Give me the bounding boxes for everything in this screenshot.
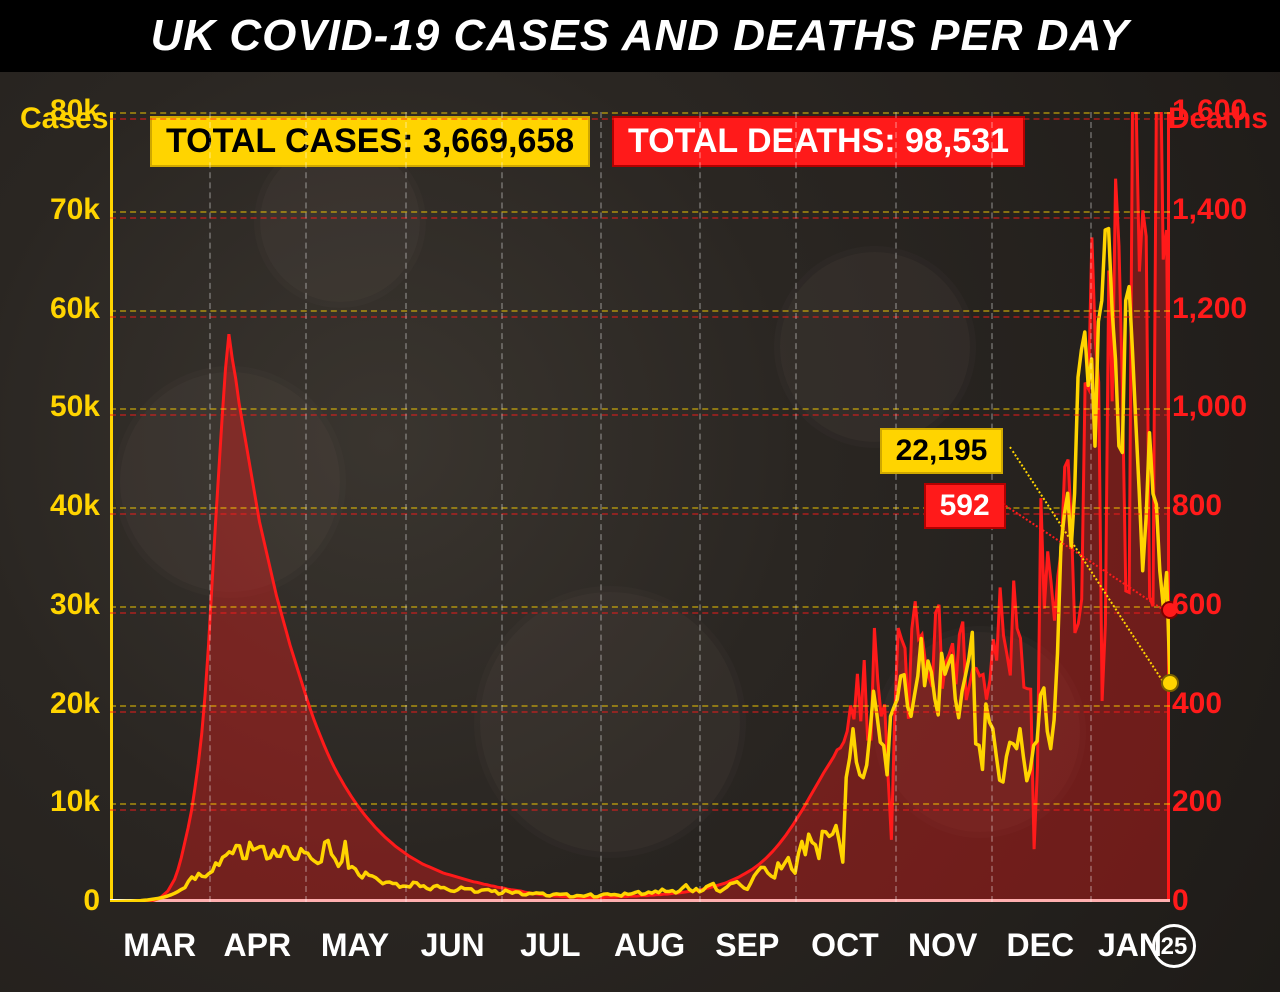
gridline-vertical: [699, 112, 701, 902]
x-tick-label: MAR: [123, 927, 196, 964]
y-tick-left: 30k: [10, 588, 100, 622]
x-tick-label: JAN: [1098, 927, 1162, 964]
gridline-horizontal: [110, 310, 1170, 312]
gridline-horizontal: [110, 513, 1170, 515]
x-tick-label: AUG: [614, 927, 685, 964]
gridline-horizontal: [110, 606, 1170, 608]
gridline-horizontal: [110, 316, 1170, 318]
y-tick-left: 40k: [10, 489, 100, 523]
gridline-horizontal: [110, 414, 1170, 416]
gridline-vertical: [405, 112, 407, 902]
y-tick-right: 1,600: [1172, 94, 1272, 128]
y-tick-left: 20k: [10, 687, 100, 721]
gridline-horizontal: [110, 408, 1170, 410]
y-tick-right: 0: [1172, 884, 1272, 918]
gridline-horizontal: [110, 112, 1170, 114]
y-tick-right: 800: [1172, 489, 1272, 523]
callout-deaths-latest: 592: [924, 483, 1006, 529]
y-tick-left: 0: [10, 884, 100, 918]
y-tick-left: 60k: [10, 292, 100, 326]
gridline-vertical: [501, 112, 503, 902]
gridline-horizontal: [110, 803, 1170, 805]
gridline-vertical: [209, 112, 211, 902]
x-tick-label: JUN: [421, 927, 485, 964]
gridline-horizontal: [110, 809, 1170, 811]
y-tick-right: 1,200: [1172, 292, 1272, 326]
x-tick-label: DEC: [1007, 927, 1075, 964]
y-tick-right: 600: [1172, 588, 1272, 622]
chart-area: Cases Deaths TOTAL CASES: 3,669,658 TOTA…: [0, 72, 1280, 992]
y-tick-right: 400: [1172, 687, 1272, 721]
y-tick-left: 70k: [10, 193, 100, 227]
x-tick-label: SEP: [715, 927, 779, 964]
gridline-horizontal: [110, 217, 1170, 219]
callout-cases-latest: 22,195: [880, 428, 1004, 474]
y-tick-right: 200: [1172, 785, 1272, 819]
gridline-vertical: [1090, 112, 1092, 902]
plot-region: [110, 112, 1170, 902]
x-tick-label: NOV: [908, 927, 977, 964]
gridline-vertical: [305, 112, 307, 902]
y-tick-right: 1,400: [1172, 193, 1272, 227]
y-tick-left: 50k: [10, 390, 100, 424]
gridline-horizontal: [110, 211, 1170, 213]
gridline-horizontal: [110, 118, 1170, 120]
chart-title: UK COVID-19 CASES AND DEATHS PER DAY: [0, 0, 1280, 72]
gridline-vertical: [600, 112, 602, 902]
gridline-horizontal: [110, 705, 1170, 707]
y-tick-right: 1,000: [1172, 390, 1272, 424]
x-tick-label: OCT: [811, 927, 879, 964]
gridline-vertical: [795, 112, 797, 902]
y-tick-left: 10k: [10, 785, 100, 819]
gridline-horizontal: [110, 711, 1170, 713]
x-tick-label: APR: [224, 927, 292, 964]
gridline-horizontal: [110, 612, 1170, 614]
y-tick-left: 80k: [10, 94, 100, 128]
x-tick-label: JUL: [520, 927, 580, 964]
gridline-vertical: [895, 112, 897, 902]
x-tick-label: MAY: [321, 927, 389, 964]
